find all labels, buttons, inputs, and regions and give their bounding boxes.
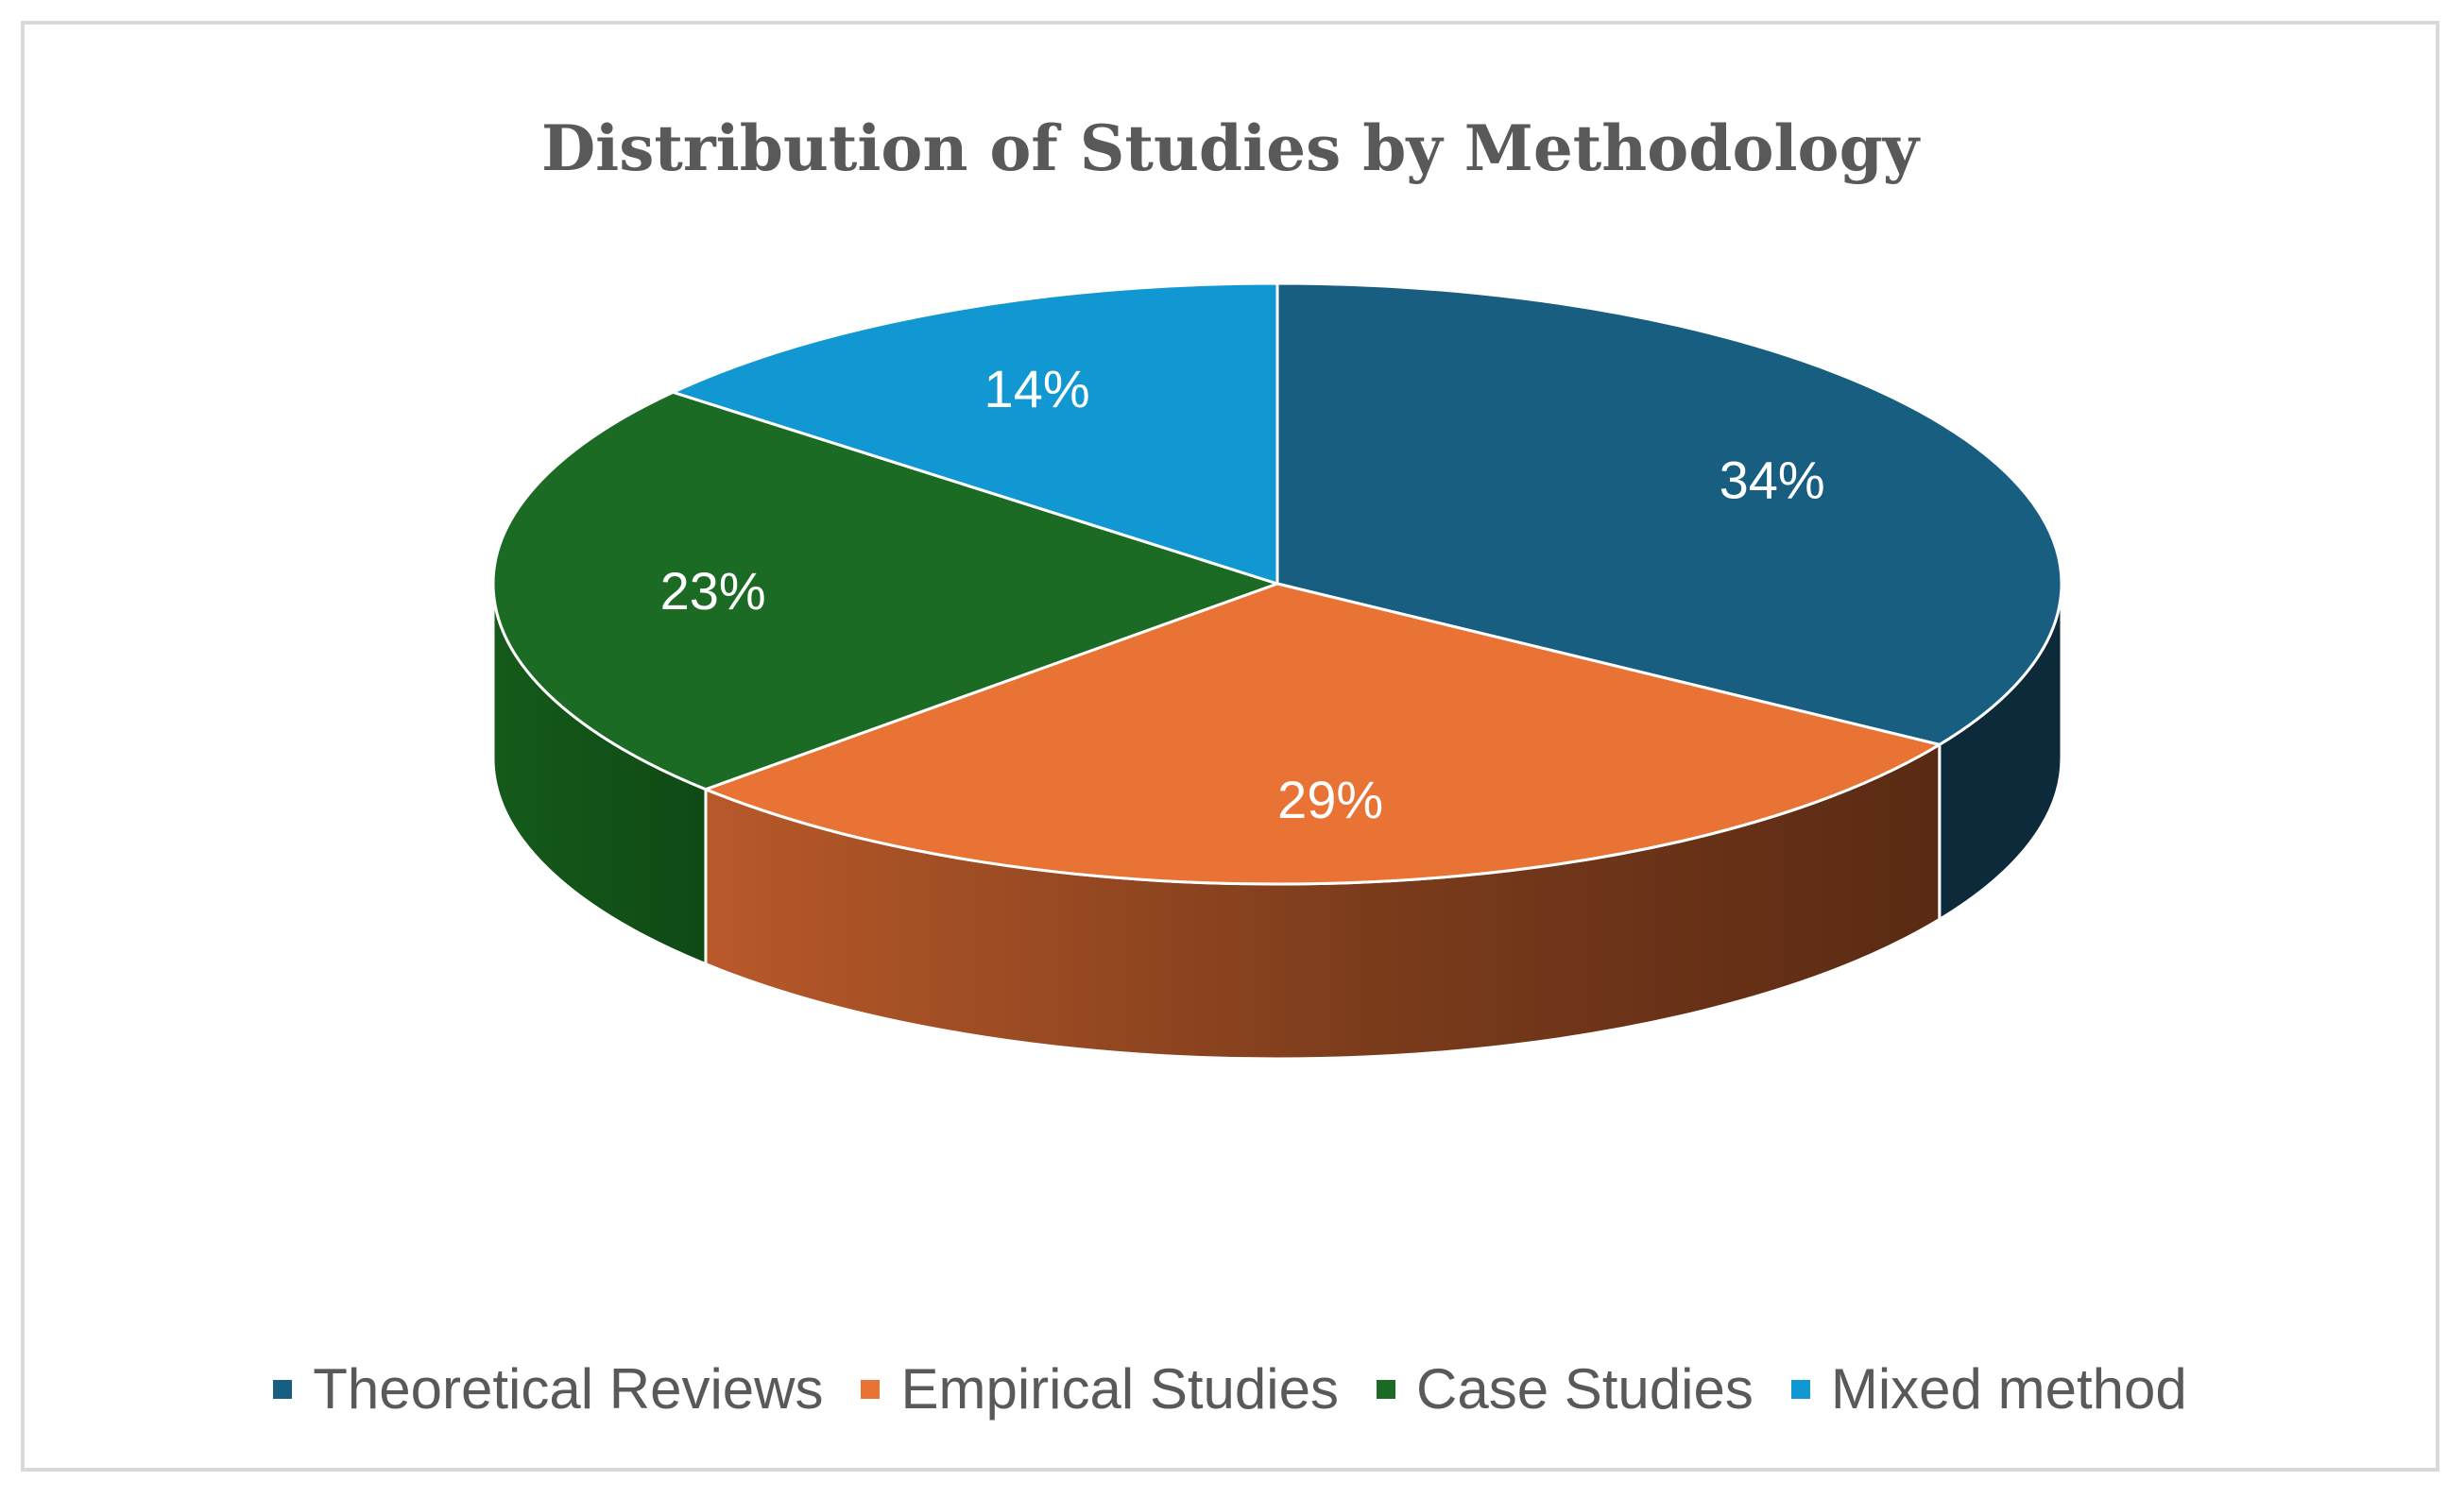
- legend-swatch-empirical-studies: [861, 1379, 881, 1399]
- chart-legend: Theoretical Reviews Empirical Studies Ca…: [25, 1356, 2436, 1421]
- data-label-case-studies: 23%: [660, 561, 766, 621]
- pie-sides: [491, 583, 2063, 1061]
- legend-item-theoretical-reviews: Theoretical Reviews: [273, 1356, 823, 1421]
- pie-slice-case-studies: [491, 390, 1279, 792]
- legend-label-case-studies: Case Studies: [1416, 1357, 1754, 1421]
- pie-slice-empirical-studies: [704, 582, 1942, 886]
- legend-label-empirical-studies: Empirical Studies: [900, 1357, 1339, 1421]
- pie-slices: [491, 281, 2063, 886]
- pie-chart: 34% 29% 23% 14%: [491, 281, 2063, 1061]
- data-label-theoretical-reviews: 34%: [1720, 451, 1825, 510]
- legend-label-mixed-method: Mixed method: [1830, 1357, 2187, 1421]
- legend-swatch-case-studies: [1377, 1379, 1395, 1399]
- legend-swatch-theoretical-reviews: [273, 1379, 293, 1399]
- data-label-mixed-method: 14%: [984, 359, 1090, 418]
- pie-data-labels: 34% 29% 23% 14%: [660, 359, 1825, 829]
- legend-item-mixed-method: Mixed method: [1790, 1356, 2187, 1421]
- legend-item-case-studies: Case Studies: [1377, 1356, 1754, 1421]
- chart-title: Distribution of Studies by Methodology: [540, 111, 1920, 185]
- legend-item-empirical-studies: Empirical Studies: [861, 1356, 1339, 1421]
- data-label-empirical-studies: 29%: [1277, 770, 1383, 829]
- pie-slice-theoretical-reviews: [1275, 281, 2063, 746]
- pie-slice-mixed-method: [671, 281, 1279, 586]
- legend-swatch-mixed-method: [1790, 1379, 1810, 1399]
- legend-label-theoretical-reviews: Theoretical Reviews: [313, 1357, 824, 1421]
- chart-frame: Distribution of Studies by Methodology 3…: [21, 21, 2439, 1472]
